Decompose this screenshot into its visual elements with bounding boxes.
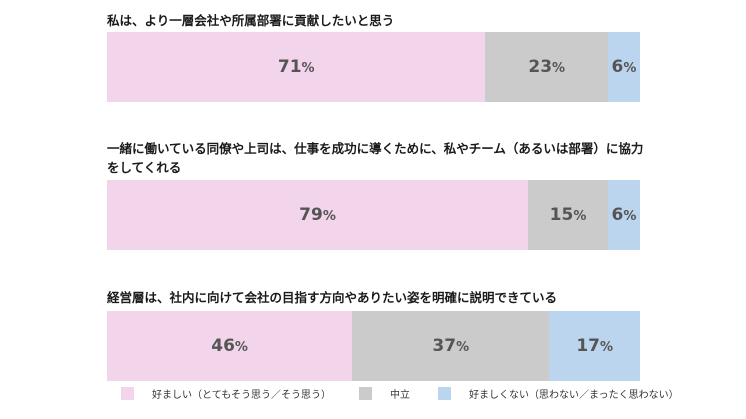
percent-unit: %	[456, 340, 470, 355]
percent-unit: %	[573, 209, 587, 224]
data-label-q1-negative: 6%	[612, 57, 637, 77]
data-value: 17	[576, 336, 600, 356]
data-value: 23	[528, 57, 553, 77]
data-label-q2-neutral: 15%	[550, 205, 587, 225]
legend-label-negative: 好ましくない（思わない／まったく思わない）	[469, 390, 679, 401]
bar-segment-q3-negative: 17%	[549, 311, 640, 381]
legend-label-neutral: 中立	[390, 390, 410, 401]
bar-segment-q2-positive: 79%	[107, 180, 529, 250]
chart-legend: 好ましい（とてもそう思う／そう思う） 中立 好ましくない（思わない／まったく思わ…	[121, 386, 707, 401]
bar-segment-q1-negative: 6%	[608, 32, 640, 102]
legend-item-positive: 好ましい（とてもそう思う／そう思う）	[121, 386, 331, 401]
percent-unit: %	[623, 209, 637, 224]
data-value: 15	[549, 205, 574, 225]
legend-swatch-negative	[438, 387, 451, 400]
question-2-title: 一緒に働いている同僚や上司は、仕事を成功に導くために、私やチーム（あるいは部署）…	[107, 141, 644, 175]
data-label-q2-negative: 6%	[612, 205, 637, 225]
data-value: 71	[277, 57, 302, 77]
data-value: 37	[432, 336, 457, 356]
bar-question-1: 71% 23% 6%	[107, 32, 640, 102]
bar-segment-q3-positive: 46%	[107, 311, 353, 381]
data-value: 6	[611, 205, 624, 225]
data-value: 46	[211, 336, 235, 356]
legend-swatch-positive	[121, 387, 134, 400]
data-label-q3-neutral: 37%	[432, 336, 469, 356]
data-label-q1-neutral: 23%	[528, 57, 565, 77]
percent-unit: %	[623, 61, 637, 76]
question-1-title: 私は、より一層会社や所属部署に貢献したいと思う	[107, 13, 395, 28]
bar-segment-q2-neutral: 15%	[528, 180, 608, 250]
percent-unit: %	[552, 61, 566, 76]
question-3-title: 経営層は、社内に向けて会社の目指す方向やありたい姿を明確に説明できている	[107, 290, 558, 305]
data-label-q3-negative: 17%	[576, 336, 613, 356]
legend-swatch-neutral	[359, 387, 372, 400]
bar-question-2: 79% 15% 6%	[107, 180, 640, 250]
percent-unit: %	[600, 340, 614, 355]
data-label-q3-positive: 46%	[211, 336, 248, 356]
bar-segment-q2-negative: 6%	[608, 180, 640, 250]
data-label-q1-positive: 71%	[278, 57, 315, 77]
percent-unit: %	[234, 340, 248, 355]
legend-item-negative: 好ましくない（思わない／まったく思わない）	[438, 386, 679, 401]
data-label-q2-positive: 79%	[299, 205, 336, 225]
percent-unit: %	[301, 61, 315, 76]
bar-segment-q1-neutral: 23%	[485, 32, 608, 102]
bar-segment-q3-neutral: 37%	[352, 311, 550, 381]
data-value: 6	[611, 57, 624, 77]
legend-item-neutral: 中立	[359, 386, 410, 401]
legend-label-positive: 好ましい（とてもそう思う／そう思う）	[152, 390, 331, 401]
percent-unit: %	[322, 209, 336, 224]
bar-segment-q1-positive: 71%	[107, 32, 486, 102]
data-value: 79	[299, 205, 323, 225]
bar-question-3: 46% 37% 17%	[107, 311, 640, 381]
